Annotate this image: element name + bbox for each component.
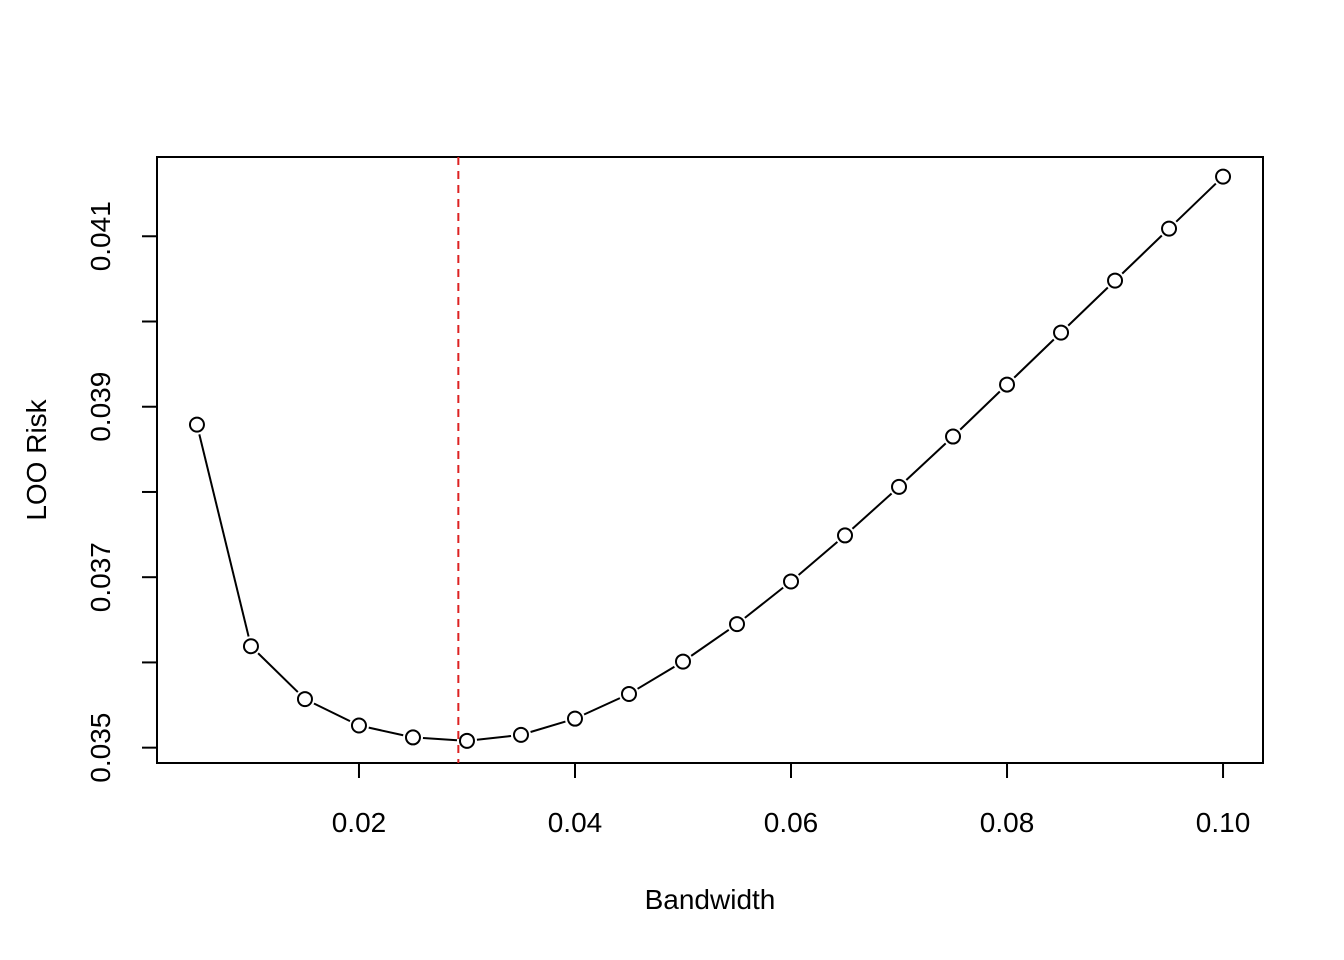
data-point [512, 726, 529, 743]
y-tick-label: 0.037 [85, 542, 116, 612]
data-point [350, 717, 367, 734]
y-axis-label: LOO Risk [21, 398, 52, 520]
series-layer [188, 168, 1232, 749]
series-segment [583, 697, 621, 716]
series-segment [422, 737, 458, 742]
series-segment [198, 434, 250, 637]
series-segment [905, 442, 947, 481]
x-tick-label: 0.08 [980, 807, 1035, 838]
data-point [404, 729, 421, 746]
series-segment [637, 665, 675, 690]
series-segment [1121, 234, 1163, 275]
series-segment [744, 586, 784, 619]
series-segment [313, 702, 351, 723]
series-segment [476, 734, 512, 741]
data-point [1107, 272, 1124, 289]
series-segment [530, 720, 566, 733]
series-segment [959, 390, 1001, 431]
x-tick-label: 0.02 [332, 807, 387, 838]
x-tick-label: 0.06 [764, 807, 819, 838]
data-point [566, 710, 583, 727]
data-point [674, 653, 691, 670]
data-point [296, 691, 313, 708]
x-axis-label: Bandwidth [645, 884, 776, 915]
plot-frame [156, 156, 1264, 764]
series-segment [1067, 286, 1109, 327]
data-point [1215, 168, 1232, 185]
series-segment [1013, 338, 1055, 379]
data-point [999, 376, 1016, 393]
x-tick-label: 0.10 [1196, 807, 1251, 838]
data-point [1053, 324, 1070, 341]
y-tick-label: 0.041 [85, 201, 116, 271]
data-point [783, 573, 800, 590]
y-tick-label: 0.035 [85, 713, 116, 783]
data-point [891, 478, 908, 495]
data-point [837, 527, 854, 544]
series-segment [1175, 182, 1217, 223]
series-segment [368, 726, 404, 737]
x-axis: 0.02 0.04 0.06 0.08 0.10 [332, 762, 1251, 838]
data-point [729, 616, 746, 633]
series-segment [257, 652, 299, 693]
data-point [188, 416, 205, 433]
data-point [620, 685, 637, 702]
series-segment [797, 541, 839, 576]
data-point [242, 638, 259, 655]
x-tick-label: 0.04 [548, 807, 603, 838]
series-segment [690, 628, 730, 657]
y-tick-label: 0.039 [85, 372, 116, 442]
data-point [1161, 220, 1178, 237]
y-axis: 0.035 0.037 0.039 0.041 [85, 201, 158, 783]
data-point [945, 428, 962, 445]
data-point [458, 732, 475, 749]
series-segment [851, 492, 893, 530]
